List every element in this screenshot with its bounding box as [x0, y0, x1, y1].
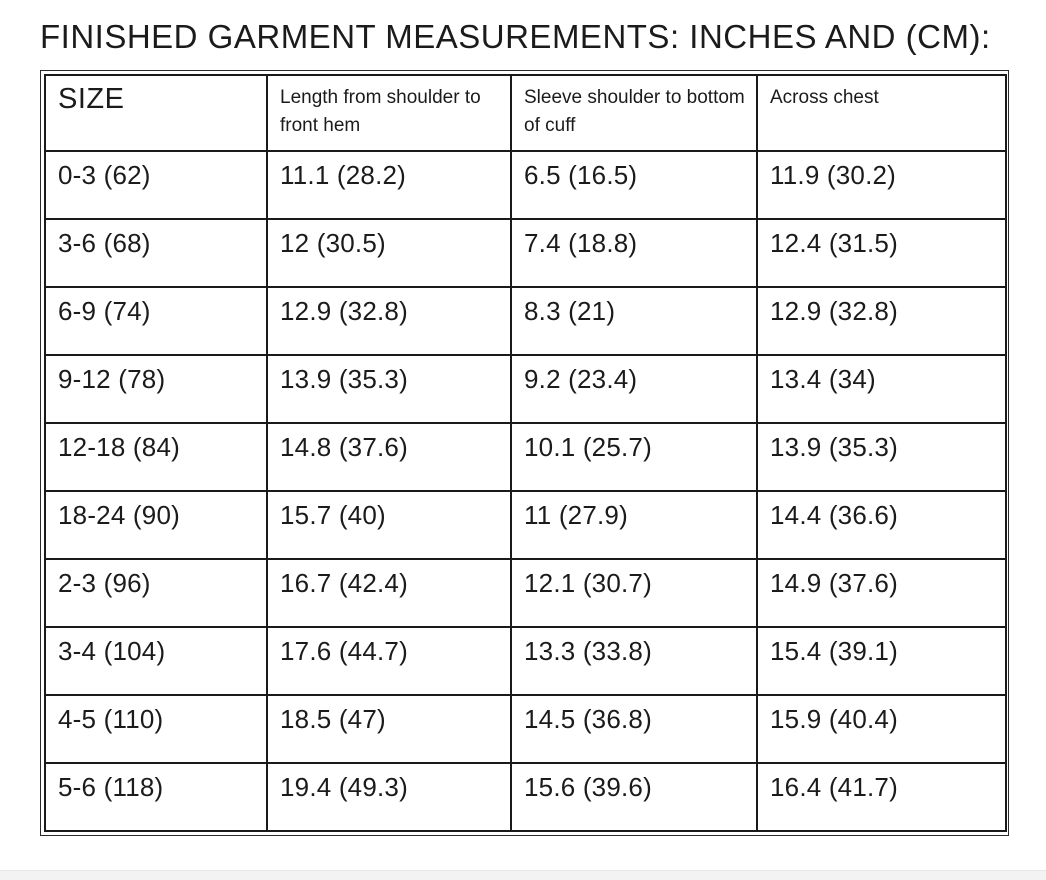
measurement-table: SIZE Length from shoulder to front hem Sle… [44, 74, 1007, 832]
table-cell: 11.9 (30.2) [756, 150, 1007, 220]
table-cell: 11 (27.9) [510, 490, 758, 560]
table-row: 12-18 (84) 14.8 (37.6) 10.1 (25.7) 13.9 (35… [44, 422, 1007, 492]
table-cell: 9.2 (23.4) [510, 354, 758, 424]
table-row: 5-6 (118) 19.4 (49.3) 15.6 (39.6) 16.4 (41.… [44, 762, 1007, 832]
table-row: 3-6 (68) 12 (30.5) 7.4 (18.8) 12.4 (31.5) [44, 218, 1007, 288]
table-cell: 12-18 (84) [44, 422, 268, 492]
table-cell: 13.4 (34) [756, 354, 1007, 424]
table-row: 2-3 (96) 16.7 (42.4) 12.1 (30.7) 14.9 (37.6… [44, 558, 1007, 628]
column-header: Length from shoulder to front hem [266, 74, 512, 152]
column-header: Across chest [756, 74, 1007, 152]
table-cell: 6.5 (16.5) [510, 150, 758, 220]
table-cell: 13.9 (35.3) [266, 354, 512, 424]
table-cell: 0-3 (62) [44, 150, 268, 220]
table-cell: 18.5 (47) [266, 694, 512, 764]
table-row: 0-3 (62) 11.1 (28.2) 6.5 (16.5) 11.9 (30.2) [44, 150, 1007, 220]
table-row: 4-5 (110) 18.5 (47) 14.5 (36.8) 15.9 (40.4) [44, 694, 1007, 764]
table-cell: 3-4 (104) [44, 626, 268, 696]
table-cell: 8.3 (21) [510, 286, 758, 356]
table-cell: 15.4 (39.1) [756, 626, 1007, 696]
table-cell: 4-5 (110) [44, 694, 268, 764]
column-header: Sleeve shoulder to bottom of cuff [510, 74, 758, 152]
column-header: SIZE [44, 74, 268, 152]
table-cell: 2-3 (96) [44, 558, 268, 628]
table-cell: 15.7 (40) [266, 490, 512, 560]
table-cell: 13.3 (33.8) [510, 626, 758, 696]
table-row: 6-9 (74) 12.9 (32.8) 8.3 (21) 12.9 (32.8) [44, 286, 1007, 356]
table-row: 3-4 (104) 17.6 (44.7) 13.3 (33.8) 15.4 (39.… [44, 626, 1007, 696]
table-cell: 16.7 (42.4) [266, 558, 512, 628]
table-cell: 12.1 (30.7) [510, 558, 758, 628]
table-cell: 15.9 (40.4) [756, 694, 1007, 764]
table-row: 18-24 (90) 15.7 (40) 11 (27.9) 14.4 (36.6) [44, 490, 1007, 560]
page-title: FINISHED GARMENT MEASUREMENTS: INCHES AN… [40, 18, 991, 55]
table-cell: 15.6 (39.6) [510, 762, 758, 832]
table-cell: 19.4 (49.3) [266, 762, 512, 832]
header-row: SIZE Length from shoulder to front hem Sle… [44, 74, 1007, 152]
table-cell: 18-24 (90) [44, 490, 268, 560]
table-cell: 3-6 (68) [44, 218, 268, 288]
table-cell: 12.4 (31.5) [756, 218, 1007, 288]
table-cell: 14.4 (36.6) [756, 490, 1007, 560]
table-body: 0-3 (62) 11.1 (28.2) 6.5 (16.5) 11.9 (30.2)… [44, 150, 1007, 832]
bottom-strip [0, 870, 1046, 880]
measurement-table-frame: SIZE Length from shoulder to front hem Sle… [40, 70, 1009, 836]
table-row: 9-12 (78) 13.9 (35.3) 9.2 (23.4) 13.4 (34) [44, 354, 1007, 424]
table-cell: 13.9 (35.3) [756, 422, 1007, 492]
table-cell: 16.4 (41.7) [756, 762, 1007, 832]
table-cell: 14.5 (36.8) [510, 694, 758, 764]
table-cell: 12.9 (32.8) [266, 286, 512, 356]
table-cell: 14.9 (37.6) [756, 558, 1007, 628]
table-cell: 12 (30.5) [266, 218, 512, 288]
table-cell: 7.4 (18.8) [510, 218, 758, 288]
table-cell: 6-9 (74) [44, 286, 268, 356]
table-cell: 11.1 (28.2) [266, 150, 512, 220]
table-cell: 5-6 (118) [44, 762, 268, 832]
page: FINISHED GARMENT MEASUREMENTS: INCHES AN… [40, 18, 1009, 836]
table-cell: 17.6 (44.7) [266, 626, 512, 696]
table-cell: 12.9 (32.8) [756, 286, 1007, 356]
table-cell: 10.1 (25.7) [510, 422, 758, 492]
table-cell: 9-12 (78) [44, 354, 268, 424]
table-cell: 14.8 (37.6) [266, 422, 512, 492]
